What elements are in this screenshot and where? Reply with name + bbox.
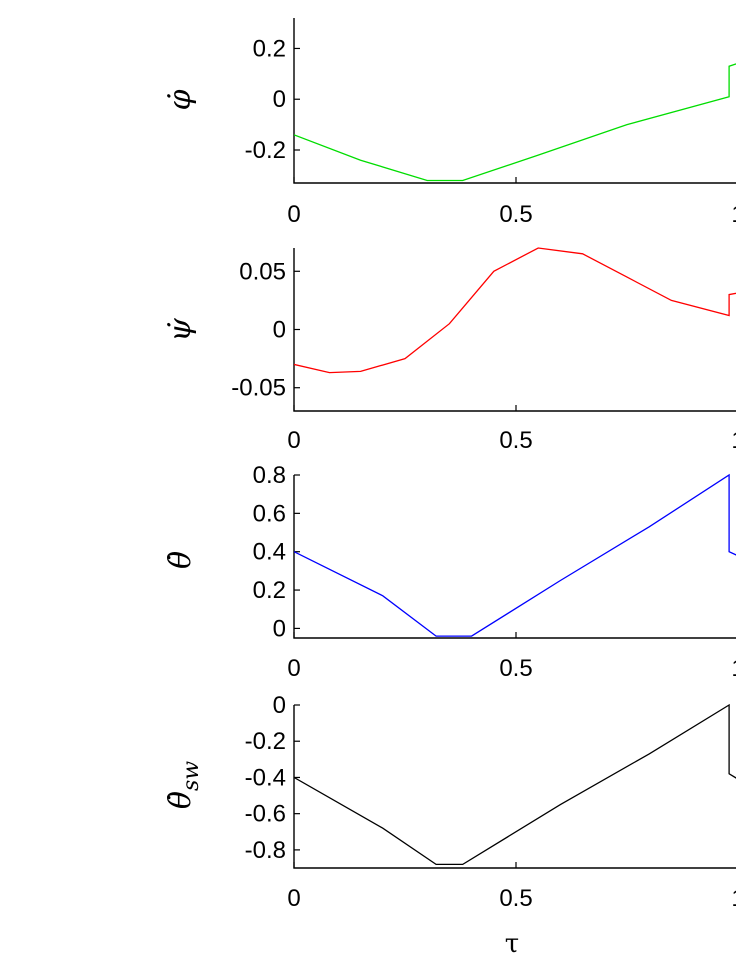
- y-tick-label: 0.4: [253, 539, 286, 566]
- x-tick-label: 1: [731, 201, 736, 228]
- y-axis-label: ψ̇: [163, 318, 198, 342]
- y-tick-label: 0: [273, 615, 286, 642]
- y-tick-label: -0.4: [245, 764, 286, 791]
- x-tick-label: 0: [287, 201, 300, 228]
- y-tick-label: 0.2: [253, 35, 286, 62]
- x-tick-label: 0.5: [499, 427, 532, 454]
- y-tick-label: 0: [273, 692, 286, 719]
- y-axis-label: φ̇: [163, 89, 198, 110]
- x-tick-label: 1: [731, 427, 736, 454]
- y-tick-label: 0.6: [253, 500, 286, 527]
- axis-frame: [293, 18, 736, 184]
- y-tick-label: 0: [273, 86, 286, 113]
- y-tick-label: -0.8: [245, 837, 286, 864]
- axis-frame: [293, 475, 736, 639]
- series-line-3: [294, 473, 736, 637]
- x-tick-label: 0: [287, 655, 300, 682]
- chart-panel-1: 0.20-0.200.511.5φ̇: [163, 18, 736, 228]
- x-tick-label: 1: [731, 655, 736, 682]
- y-axis-label: θ̇: [163, 551, 198, 569]
- axis-frame: [293, 248, 736, 412]
- x-tick-label: 0: [287, 885, 300, 912]
- x-tick-label: 0.5: [499, 655, 532, 682]
- series-line-2: [294, 247, 736, 374]
- y-tick-label: 0.8: [253, 462, 286, 489]
- x-tick-label: 0: [287, 427, 300, 454]
- y-tick-label: -0.05: [231, 375, 286, 402]
- y-axis-label: θ̇sw: [163, 761, 204, 809]
- x-tick-label: 1: [731, 885, 736, 912]
- y-tick-label: -0.6: [245, 801, 286, 828]
- y-tick-label: 0.2: [253, 577, 286, 604]
- y-tick-label: -0.2: [245, 728, 286, 755]
- axis-frame: [293, 705, 736, 869]
- y-tick-label: 0: [273, 317, 286, 344]
- series-line-4: [294, 703, 736, 866]
- x-tick-label: 0.5: [499, 885, 532, 912]
- y-tick-label: 0.05: [239, 258, 286, 285]
- x-axis-label: τ: [505, 929, 519, 954]
- series-line-1: [294, 63, 736, 182]
- y-tick-label: -0.2: [245, 137, 286, 164]
- x-tick-label: 0.5: [499, 201, 532, 228]
- chart-panel-4: 0-0.2-0.4-0.6-0.800.511.5θ̇sw: [163, 692, 736, 912]
